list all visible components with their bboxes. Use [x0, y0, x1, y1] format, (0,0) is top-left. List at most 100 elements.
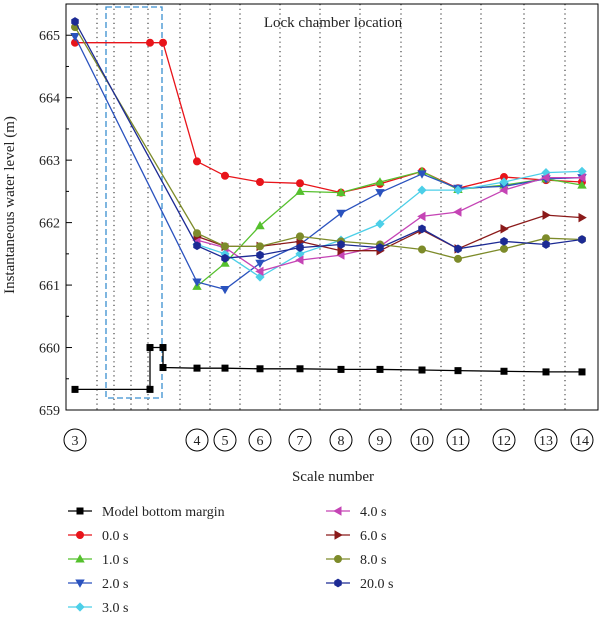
scale-marker-14: 14 — [570, 428, 594, 452]
series-20-0-s — [71, 17, 586, 263]
legend-item-8-0-s: 8.0 s — [326, 553, 386, 568]
data-point — [578, 368, 586, 376]
y-tick-label: 665 — [39, 29, 60, 44]
scale-marker-6: 6 — [248, 428, 272, 452]
legend-item-6-0-s: 6.0 s — [326, 529, 386, 544]
data-point — [336, 209, 346, 219]
data-point — [146, 38, 155, 47]
data-point — [417, 211, 426, 222]
series-2-0-s — [70, 32, 587, 295]
legend-label: 8.0 s — [360, 553, 386, 568]
scale-marker-11: 11 — [446, 428, 470, 452]
scale-label: 4 — [194, 434, 201, 449]
scale-label: 13 — [539, 434, 553, 449]
legend-marker — [75, 579, 85, 588]
data-point — [453, 185, 463, 195]
legend-label: 1.0 s — [102, 553, 128, 568]
scale-label: 7 — [297, 434, 304, 449]
data-point — [159, 364, 167, 372]
scale-circle — [368, 428, 392, 452]
legend-label: 2.0 s — [102, 577, 128, 592]
data-point — [541, 172, 550, 183]
data-point — [337, 240, 345, 249]
legend-marker — [334, 578, 342, 588]
data-point — [159, 344, 167, 352]
series-model-bottom-margin — [71, 344, 586, 393]
series-line-2-0-s — [74, 36, 583, 291]
data-point — [255, 220, 265, 230]
scale-label: 10 — [415, 434, 429, 449]
data-point — [500, 224, 509, 234]
legend-item-1-0-s: 1.0 s — [68, 553, 128, 568]
data-point — [255, 259, 265, 269]
y-tick-label: 662 — [39, 217, 60, 232]
data-point — [256, 365, 264, 373]
data-point — [220, 258, 230, 267]
data-point — [375, 177, 385, 186]
data-point — [221, 171, 230, 180]
scale-label: 8 — [338, 434, 345, 449]
data-point — [499, 244, 508, 253]
data-point — [578, 212, 587, 223]
data-point — [192, 278, 202, 287]
scale-label: 5 — [222, 434, 229, 449]
scale-label: 3 — [72, 434, 79, 449]
data-point — [577, 172, 586, 183]
data-point — [295, 255, 304, 265]
scale-marker-7: 7 — [288, 428, 312, 452]
data-point — [375, 189, 385, 198]
legend-marker — [333, 554, 342, 563]
data-point — [577, 180, 587, 189]
y-tick-label: 661 — [39, 279, 60, 294]
data-point — [193, 229, 202, 238]
series-3-0-s — [192, 166, 587, 282]
series-line-0-0-s — [75, 42, 583, 194]
data-point — [417, 185, 427, 195]
legend-item-2-0-s: 2.0 s — [68, 577, 128, 592]
data-point — [500, 237, 508, 246]
data-point — [221, 242, 230, 251]
data-point — [220, 285, 230, 295]
scale-marker-4: 4 — [185, 428, 209, 452]
data-point — [453, 207, 462, 217]
y-tick-label: 659 — [39, 404, 60, 419]
scale-circle — [329, 428, 353, 452]
legend-label: 6.0 s — [360, 529, 386, 544]
legend-marker — [75, 554, 85, 563]
legend-item-0-0-s: 0.0 s — [68, 529, 128, 544]
legend-marker — [76, 507, 84, 515]
x-axis-title: Scale number — [292, 469, 374, 485]
scale-circle — [213, 428, 237, 452]
scale-circle — [248, 428, 272, 452]
data-point — [454, 367, 462, 375]
scale-label: 9 — [377, 434, 384, 449]
scale-marker-12: 12 — [492, 428, 516, 452]
y-tick-label: 660 — [39, 342, 60, 357]
data-point — [499, 185, 508, 195]
scale-circle — [570, 428, 594, 452]
y-axis-title: Instantaneous water level (m) — [2, 116, 18, 294]
series-8-0-s — [71, 23, 586, 263]
data-point — [337, 365, 345, 373]
plot-frame — [65, 3, 599, 411]
data-point — [193, 157, 202, 166]
data-point — [454, 244, 462, 254]
scale-circle — [288, 428, 312, 452]
data-point — [375, 219, 385, 229]
legend-item-20-0-s: 20.0 s — [326, 577, 393, 592]
data-point — [336, 187, 346, 197]
data-point — [70, 32, 80, 42]
data-point — [542, 210, 551, 220]
data-point — [193, 364, 201, 372]
data-point — [500, 367, 508, 375]
legend-label: 20.0 s — [360, 577, 393, 592]
data-point — [193, 241, 201, 251]
data-point — [578, 235, 586, 244]
lock-chamber-annotation: Lock chamber location — [264, 15, 403, 31]
scale-circle — [534, 428, 558, 452]
data-point — [295, 232, 304, 241]
scale-circle — [185, 428, 209, 452]
data-point — [499, 177, 509, 187]
scale-label: 14 — [575, 434, 589, 449]
data-point — [296, 365, 304, 373]
